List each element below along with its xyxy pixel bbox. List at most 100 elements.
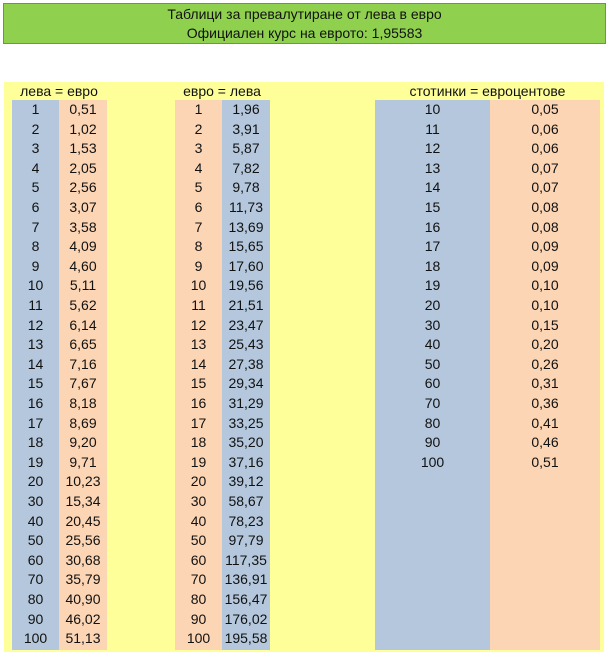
table-cell: 20 (424, 297, 441, 313)
table-cell: 2,05 (69, 159, 97, 176)
table-cell: 9,71 (69, 453, 97, 470)
table-cell: 20 (27, 473, 44, 490)
table-cell: 0,09 (531, 257, 559, 274)
table-cell: 16 (190, 395, 207, 411)
table-cell: 16 (27, 395, 44, 411)
table-cell: 25,43 (228, 336, 264, 353)
table-cell: 50 (424, 355, 441, 372)
table-cell: 4,60 (69, 257, 97, 274)
table-cell: 21,51 (228, 297, 264, 313)
table-cell: 156,47 (224, 591, 268, 607)
table-heading-leva-evro: лева = евро (20, 83, 98, 99)
table-cell: 195,58 (224, 630, 268, 647)
table-cell: 14 (27, 355, 44, 372)
page-title: Таблици за превалутиране от лева в евро (167, 6, 442, 22)
table-cell: 90 (190, 610, 207, 627)
table-cell: 5,87 (232, 140, 260, 157)
leva-column: 1 2 3 4 5 6 7 8 9 10 11 12 13 14 15 16 17 18 19 20 30 40 50 60 7… (12, 100, 59, 650)
table-cell: 23,47 (228, 316, 264, 333)
table-cell: 37,16 (228, 453, 264, 470)
table-cell: 0,07 (531, 159, 559, 176)
table-cell: 11 (28, 297, 43, 313)
table-cell: 0,26 (531, 355, 559, 372)
table-cell: 100 (23, 630, 48, 647)
evro-column: 0,51 1,02 1,53 2,05 2,56 3,07 3,58 4,09 4,60 5,11… (59, 100, 107, 650)
eurocents-column: 0,05 0,06 0,06 0,07 0,07 0,08 0,08 0,09 0,09 0,10… (490, 100, 600, 650)
table-cell: 70 (190, 571, 207, 588)
table-cell: 0,41 (531, 414, 559, 431)
table-cell: 58,67 (228, 493, 264, 509)
table-cell: 0,08 (531, 199, 559, 215)
table-cell: 0,20 (531, 336, 559, 353)
table-cell: 100 (420, 453, 445, 470)
table-cell: 40 (190, 512, 207, 529)
evro-column: 1 2 3 4 5 6 7 8 9 10 11 12 13 14 15 16 17 18 19 20 30 40 50 60 7… (175, 100, 222, 650)
table-cell: 0,09 (531, 238, 559, 255)
table-cell: 3,91 (232, 120, 260, 137)
table-cell: 13 (424, 159, 441, 176)
table-cell: 3 (31, 140, 40, 157)
table-cell: 27,38 (228, 355, 264, 372)
table-cell: 19 (27, 453, 44, 470)
table-cell: 51,13 (65, 630, 101, 647)
table-cell: 12 (27, 316, 44, 333)
table-cell: 20 (190, 473, 207, 490)
table-cell: 5 (194, 179, 203, 196)
table-cell: 15 (424, 199, 441, 215)
table-cell: 18 (190, 434, 207, 451)
table-cell: 6,14 (69, 316, 97, 333)
table-cell: 15 (190, 375, 207, 392)
table-cell: 1 (194, 101, 203, 117)
table-cell: 18 (424, 257, 441, 274)
table-cell: 10 (424, 101, 441, 117)
table-cell: 14 (424, 179, 441, 196)
table-cell: 18 (27, 434, 44, 451)
table-cell: 6 (194, 199, 203, 215)
table-cell: 0,10 (531, 297, 559, 313)
table-cell: 15,34 (65, 493, 101, 509)
table-cell: 7 (31, 218, 40, 235)
table-cell: 0,05 (531, 101, 559, 117)
table-cell: 1,53 (69, 140, 97, 157)
table-cell: 8 (31, 238, 40, 255)
table-cell: 7,82 (232, 159, 260, 176)
table-cell: 11 (425, 120, 440, 137)
table-cell: 0,46 (531, 434, 559, 451)
table-cell: 70 (424, 395, 441, 411)
table-cell: 33,25 (228, 414, 264, 431)
table-cell: 100 (186, 630, 211, 647)
table-cell: 50 (27, 532, 44, 549)
table-cell: 13,69 (228, 218, 264, 235)
table-cell: 25,56 (65, 532, 101, 549)
table-cell: 14 (190, 355, 207, 372)
table-cell: 0,08 (531, 218, 559, 235)
table-cell: 80 (190, 591, 207, 607)
table-cell: 13 (190, 336, 207, 353)
table-cell: 0,31 (531, 375, 559, 392)
table-cell: 0,07 (531, 179, 559, 196)
table-cell: 2 (194, 120, 203, 137)
conversion-sheet: лева = евро 1 2 3 4 5 6 7 8 9 10 11 12 13 14 15 16 17 18 1… (4, 82, 604, 652)
table-cell: 1,02 (69, 120, 97, 137)
table-cell: 30 (424, 316, 441, 333)
table-cell: 0,15 (531, 316, 559, 333)
table-cell: 20,45 (65, 512, 101, 529)
table-cell: 0,10 (531, 277, 559, 294)
table-cell: 70 (27, 571, 44, 588)
table-cell: 31,29 (228, 395, 264, 411)
table-cell: 30 (190, 493, 207, 509)
table-cell: 30,68 (65, 551, 101, 568)
table-cell: 10 (27, 277, 44, 294)
table-cell: 46,02 (65, 610, 101, 627)
table-cell: 13 (27, 336, 44, 353)
table-cell: 136,91 (224, 571, 268, 588)
table-cell: 117,35 (225, 551, 267, 568)
table-cell: 97,79 (228, 532, 264, 549)
table-cell: 17 (190, 414, 207, 431)
table-cell: 9 (194, 257, 203, 274)
table-cell: 0,36 (531, 395, 559, 411)
table-cell: 11,73 (229, 199, 263, 215)
table-cell: 39,12 (228, 473, 264, 490)
table-cell: 8,69 (69, 414, 97, 431)
table-cell: 3 (194, 140, 203, 157)
